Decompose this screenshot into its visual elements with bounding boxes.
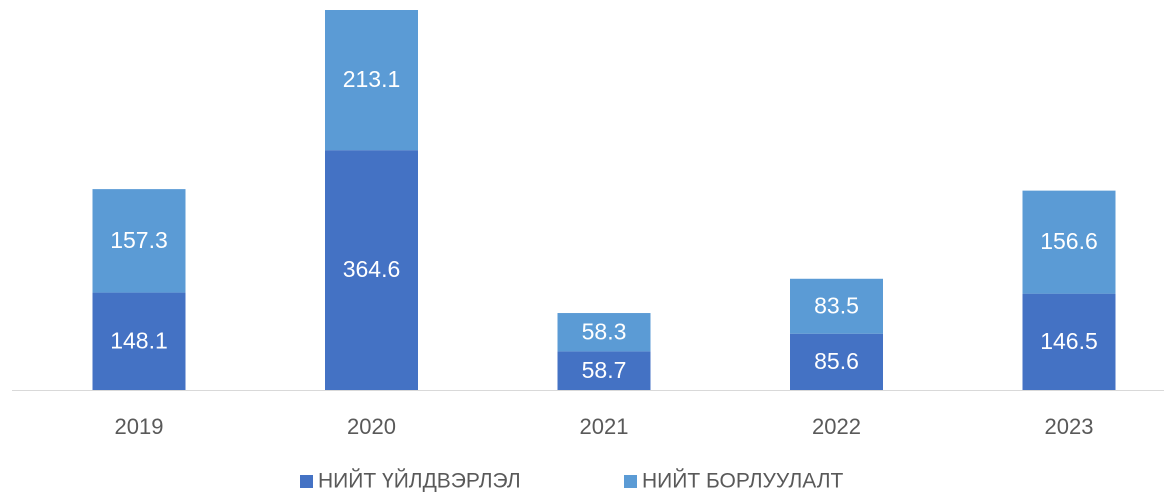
legend-label: НИЙТ БОРЛУУЛАЛТ <box>642 469 844 493</box>
value-label: 146.5 <box>1040 328 1098 354</box>
bar-segment <box>790 333 883 390</box>
x-tick-label: 2020 <box>347 414 396 439</box>
bar-segment <box>325 150 418 390</box>
legend-swatch <box>624 475 637 488</box>
value-label: 157.3 <box>110 227 168 253</box>
value-label: 83.5 <box>814 292 859 318</box>
x-tick-label: 2022 <box>812 414 861 439</box>
value-label: 85.6 <box>814 348 859 374</box>
value-label: 148.1 <box>110 327 168 353</box>
value-label: 213.1 <box>343 66 401 92</box>
legend-label: НИЙТ ҮЙЛДВЭРЛЭЛ <box>318 469 521 493</box>
bar-segment <box>1022 293 1116 390</box>
bar-segment <box>557 313 651 352</box>
bar-segment <box>557 351 651 390</box>
x-tick-label: 2021 <box>580 414 629 439</box>
bar-segment <box>325 10 418 151</box>
x-tick-label: 2019 <box>115 414 164 439</box>
legend-swatch <box>300 475 313 488</box>
value-label: 364.6 <box>343 256 401 282</box>
value-label: 58.7 <box>582 357 627 383</box>
bar-segment <box>92 292 186 390</box>
value-label: 58.3 <box>582 318 627 344</box>
value-label: 156.6 <box>1040 228 1098 254</box>
bar-segment <box>1022 190 1116 294</box>
x-tick-label: 2023 <box>1045 414 1094 439</box>
bar-segment <box>92 189 186 293</box>
bar-segment <box>790 278 883 334</box>
